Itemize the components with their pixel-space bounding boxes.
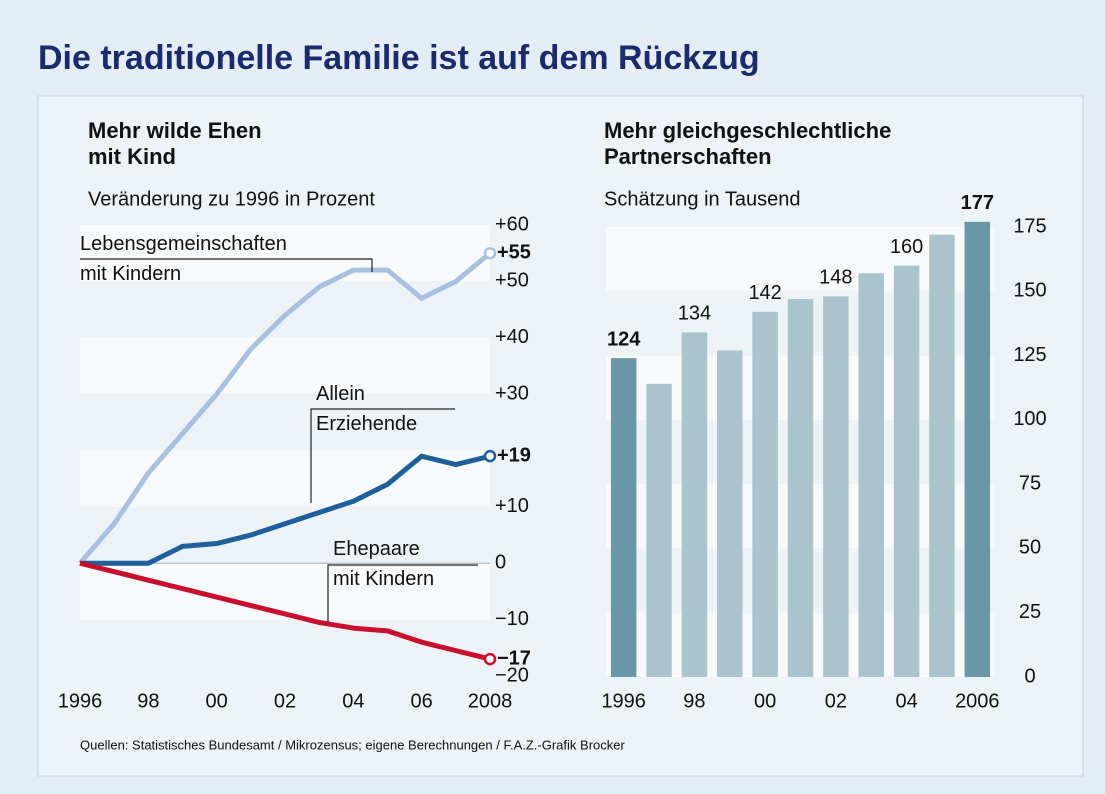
- value-label: 124: [607, 328, 641, 350]
- x-tick-label: 1996: [58, 690, 103, 712]
- series-label: Lebensgemeinschaften mit Kindern: [80, 233, 287, 285]
- x-tick-label: 2008: [468, 690, 513, 712]
- bar: [610, 358, 637, 677]
- x-tick-label: 02: [825, 690, 847, 712]
- leader-line: [327, 564, 478, 622]
- end-marker: [483, 246, 497, 260]
- value-label: 142: [748, 282, 781, 304]
- bar: [893, 265, 920, 677]
- x-tick-label: 02: [274, 690, 296, 712]
- x-tick-label: 00: [754, 690, 776, 712]
- chart-subtitle: Veränderung zu 1996 in Prozent: [88, 188, 375, 210]
- y-tick-label: +40: [495, 326, 529, 348]
- line-series: [78, 251, 492, 565]
- x-tick-label: 04: [342, 690, 364, 712]
- value-label: 177: [961, 192, 994, 214]
- x-tick-label: 06: [411, 690, 433, 712]
- y-tick-label: −20: [495, 664, 529, 686]
- series-label: Allein Erziehende: [316, 383, 417, 435]
- stripe: [80, 337, 490, 395]
- source: Quellen: Statistisches Bundesamt / Mikro…: [80, 737, 625, 752]
- y-tick-label: 150: [1013, 280, 1046, 302]
- x-tick-label: 00: [206, 690, 228, 712]
- leader-line: [80, 258, 373, 272]
- y-tick-label: +10: [495, 495, 529, 517]
- end-marker: [483, 449, 497, 463]
- x-tick-label: 04: [895, 690, 917, 712]
- y-tick-label: +50: [495, 270, 529, 292]
- y-tick-label: 50: [1019, 537, 1041, 559]
- chart-subtitle: Schätzung in Tausend: [604, 188, 800, 210]
- x-tick-label: 1996: [601, 690, 646, 712]
- stripe: [80, 225, 490, 282]
- end-label: +55: [497, 241, 531, 263]
- bar: [646, 383, 672, 677]
- stripe: [80, 450, 490, 507]
- x-tick-label: 2006: [955, 690, 1000, 712]
- y-tick-label: −10: [495, 608, 529, 630]
- value-label: 134: [678, 303, 711, 325]
- end-label: +19: [497, 444, 531, 466]
- y-tick-label: 25: [1019, 601, 1041, 623]
- x-tick-label: 98: [137, 690, 159, 712]
- y-tick-label: 0: [495, 552, 506, 574]
- line-series: [80, 453, 491, 566]
- y-tick-label: +30: [495, 382, 529, 404]
- y-tick-label: 100: [1013, 408, 1046, 430]
- y-tick-label: 75: [1019, 472, 1041, 494]
- main-title: Die traditionelle Familie ist auf dem Rü…: [38, 39, 760, 77]
- end-label: −17: [497, 647, 531, 669]
- chart-title: Mehr gleichgeschlechtliche Partnerschafte…: [604, 118, 891, 169]
- bar: [929, 234, 955, 677]
- bar: [752, 311, 778, 677]
- bar: [858, 273, 884, 677]
- series-label: Ehepaare mit Kindern: [333, 538, 434, 590]
- y-tick-label: +60: [495, 213, 529, 235]
- y-tick-label: 175: [1013, 215, 1046, 237]
- y-tick-label: 0: [1024, 665, 1035, 687]
- chart-title: Mehr wilde Ehen mit Kind: [88, 118, 262, 169]
- y-tick-label: 125: [1013, 344, 1046, 366]
- bar: [787, 299, 814, 677]
- bar: [681, 332, 708, 677]
- value-label: 148: [819, 267, 852, 289]
- value-label: 160: [890, 236, 923, 258]
- line-series: [79, 560, 491, 662]
- end-marker: [483, 652, 497, 666]
- leader-line: [310, 408, 455, 503]
- bar: [964, 221, 991, 677]
- bar: [823, 296, 849, 677]
- x-tick-label: 98: [683, 690, 705, 712]
- bar: [717, 350, 743, 677]
- stripe: [80, 563, 490, 620]
- plots: Mehr wilde Ehen mit Kind Veränderung zu 19…: [58, 118, 1047, 712]
